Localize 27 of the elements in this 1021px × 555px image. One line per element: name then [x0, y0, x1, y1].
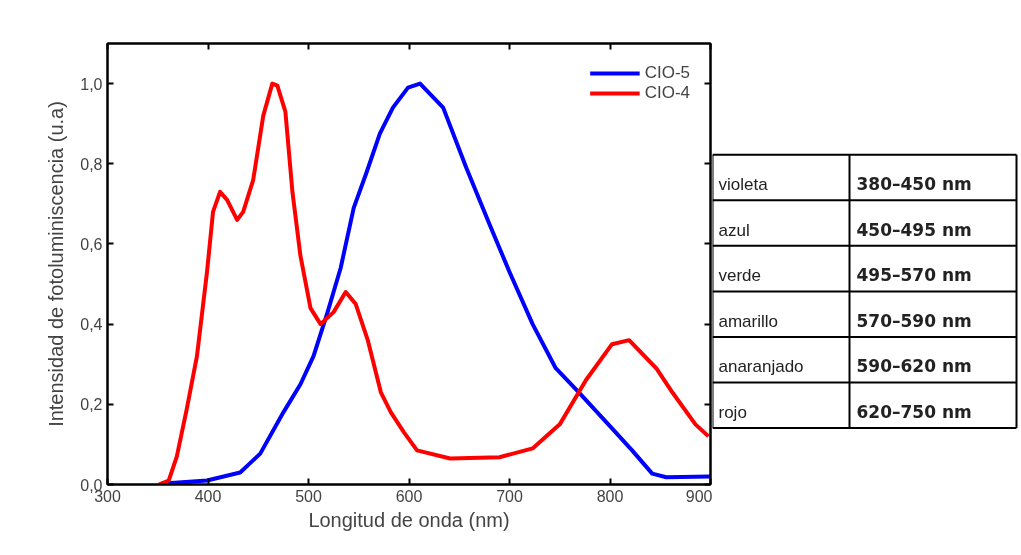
y-tick-label: 0,8: [80, 155, 103, 173]
text: rojo: [718, 402, 747, 422]
x-tick-label: 500: [295, 487, 322, 505]
legend-label: CIO-4: [644, 83, 690, 103]
y-axis-title: Intensidad de fotoluminiscencia (u.a): [45, 101, 68, 427]
text: violeta: [718, 174, 769, 194]
y-tick-label: 1,0: [80, 75, 103, 93]
text: azul: [718, 220, 750, 240]
text: 570–590 nm: [856, 310, 972, 331]
y-tick-label: 0,6: [80, 235, 103, 253]
text: 380–450 nm: [856, 173, 972, 194]
x-tick-label: 700: [496, 487, 523, 505]
text: 450–495 nm: [856, 219, 972, 240]
y-tick-label: 0,2: [80, 396, 103, 414]
x-tick-label: 900: [685, 487, 713, 505]
x-tick-label: 600: [395, 487, 423, 505]
text: amarillo: [718, 311, 779, 331]
text: verde: [718, 266, 762, 286]
x-axis-title: Longitud de onda (nm): [308, 508, 510, 531]
text: anaranjado: [718, 357, 804, 377]
x-tick-label: 800: [596, 487, 624, 505]
text: 590–620 nm: [856, 356, 972, 377]
text: 495–570 nm: [856, 265, 972, 286]
text: 620–750 nm: [856, 401, 972, 422]
legend-label: CIO-5: [644, 63, 690, 83]
x-tick-label: 400: [194, 487, 222, 505]
y-tick-label: 0,4: [80, 316, 103, 334]
